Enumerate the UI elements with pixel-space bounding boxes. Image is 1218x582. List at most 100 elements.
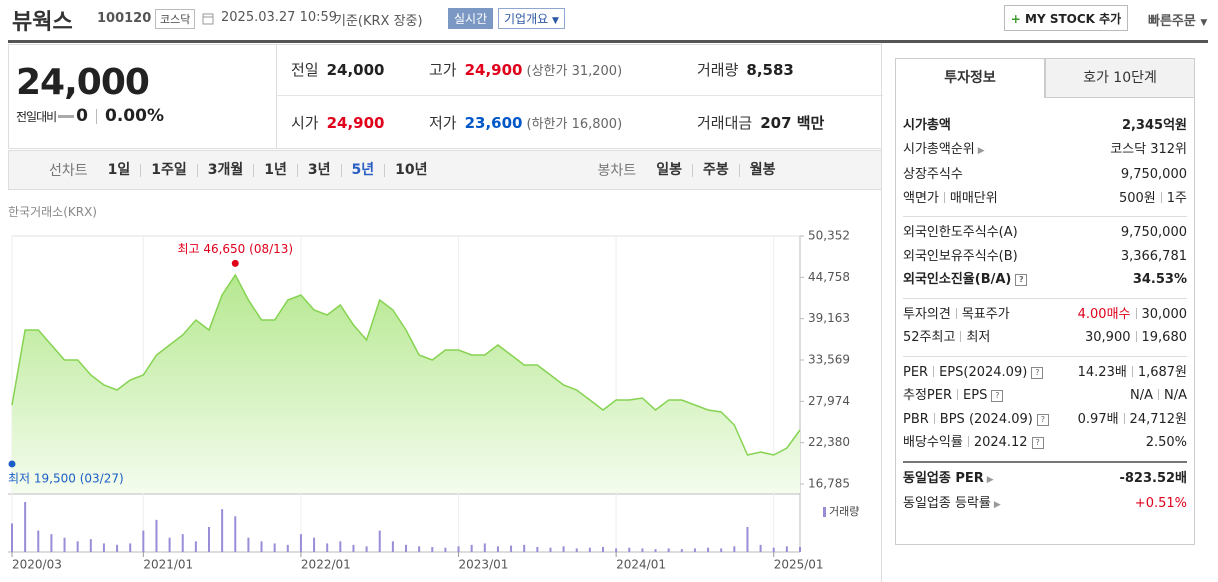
period-tab[interactable]: 1주일 (140, 163, 197, 177)
market-badge: 코스닥 (155, 9, 196, 29)
period-tab[interactable]: 3년 (296, 163, 341, 177)
quote-item: 거래량 8,583 (683, 44, 883, 96)
tab-group-label: 봉차트 (597, 163, 637, 179)
info-label: 투자의견 목표주가 (903, 303, 1010, 327)
value-part: 2.50% (1145, 435, 1187, 450)
quote-value: 24,000 (326, 60, 385, 79)
my-stock-label: MY STOCK 추가 (1025, 12, 1122, 26)
period-tab[interactable]: 5년 (340, 163, 385, 177)
tab-group-label: 선차트 (49, 163, 88, 179)
volume-bar (129, 543, 132, 552)
volume-bar (523, 544, 526, 552)
label-part: PBR (903, 411, 929, 427)
volume-bar (418, 546, 421, 552)
side-tab[interactable]: 투자정보 (895, 58, 1045, 98)
x-tick-label: 2022/01 (301, 558, 351, 572)
quote-label: 전일 (291, 61, 319, 79)
chart-tabs: 선차트 1일 1주일 3개월 1년 3년 5년 10년 봉차트 일봉 주봉 월봉 (8, 150, 882, 190)
help-icon[interactable]: ? (1015, 274, 1028, 286)
period-tab[interactable]: 1년 (253, 163, 297, 177)
label-part: EPS(2024.09) (939, 364, 1028, 380)
label-part: 외국인한도주식수(A) (903, 225, 1018, 240)
side-panel: 시가총액 2,345억원 시가총액순위 ▶ 코스닥 312위 상장주식수 9,750,000… (895, 98, 1195, 545)
info-label: 외국인한도주식수(A) (903, 221, 1018, 245)
volume-bar (365, 546, 368, 552)
quote-grid: 전일 24,000 고가 24,900 (상한가 31,200) 거래량 8,583 시가 24… (276, 44, 883, 149)
quote-label: 저가 (429, 114, 457, 132)
quote-value: 24,900 (326, 113, 385, 132)
info-row: 52주최고 최저 30,900 19,680 (903, 326, 1187, 350)
period-tab[interactable]: 일봉 (656, 161, 682, 178)
separator (1160, 191, 1162, 203)
quote-item: 고가 24,900 (상한가 31,200) (415, 44, 683, 96)
period-tab[interactable]: 1일 (107, 161, 131, 178)
arrow-icon[interactable]: ▶ (977, 145, 985, 156)
volume-bar (116, 544, 119, 552)
side-tab[interactable]: 호가 10단계 (1045, 58, 1195, 98)
label-part: 목표주가 (961, 306, 1010, 322)
value-part: 14.23배 (1077, 364, 1127, 380)
info-row: 외국인보유주식수(B) 3,366,781 (903, 245, 1187, 269)
info-value: 코스닥 312위 (1110, 138, 1187, 164)
arrow-icon[interactable]: ▶ (986, 474, 994, 485)
period-tab[interactable]: 3개월 (196, 163, 254, 177)
value-part: 2,345억원 (1121, 118, 1187, 133)
period-tab[interactable]: 10년 (384, 163, 437, 177)
chart-source: 한국거래소(KRX) (8, 205, 97, 219)
my-stock-button[interactable]: + MY STOCK 추가 (1004, 5, 1128, 31)
y-tick-label: 50,352 (808, 229, 850, 243)
value-part: 30,900 (1085, 330, 1131, 345)
info-row: 외국인소진율(B/A)? 34.53% (903, 268, 1187, 292)
realtime-button[interactable]: 실시간 (448, 8, 494, 29)
info-section: 외국인한도주식수(A) 9,750,000 외국인보유주식수(B) 3,366,781… (903, 217, 1187, 299)
volume-bar (483, 543, 486, 552)
volume-bar (181, 534, 184, 552)
volume-bar (50, 534, 53, 552)
separator (967, 436, 969, 447)
info-row: PER EPS(2024.09)? 14.23배 1,687원 (903, 361, 1187, 385)
info-value: 34.53% (1133, 268, 1187, 292)
info-label: 동일업종 PER ▶ (903, 467, 994, 493)
volume-bar (615, 548, 618, 552)
volume-bar (707, 547, 710, 552)
info-value: 14.23배 1,687원 (1078, 361, 1187, 385)
quick-order[interactable]: 빠른주문 ▼ (1148, 14, 1208, 29)
period-tab[interactable]: 월봉 (738, 163, 786, 177)
volume-bar (575, 548, 578, 552)
volume-bar (260, 541, 263, 552)
help-icon[interactable]: ? (1031, 366, 1044, 379)
separator (957, 389, 959, 400)
help-icon[interactable]: ? (1031, 437, 1044, 449)
info-value: 4.00매수 30,000 (1078, 303, 1187, 327)
separator (943, 191, 945, 203)
info-value: 9,750,000 (1121, 221, 1187, 245)
period-tab[interactable]: 주봉 (691, 163, 739, 177)
volume-bar (444, 547, 447, 552)
info-label: 배당수익률 2024.12? (903, 431, 1044, 455)
label-part: 동일업종 PER (903, 470, 984, 486)
volume-bar (746, 527, 749, 552)
volume-bar (654, 549, 657, 552)
separator (933, 412, 935, 424)
help-icon[interactable]: ? (1036, 413, 1049, 426)
info-value: -823.52배 (1119, 467, 1187, 493)
change-rate: 0.00% (105, 106, 164, 126)
volume-bar (194, 541, 197, 552)
volume-bar (221, 509, 224, 552)
arrow-icon[interactable]: ▶ (993, 500, 1001, 510)
volume-bar (510, 545, 513, 552)
info-value: 2,345억원 (1122, 114, 1187, 138)
info-label: 시가총액순위 ▶ (903, 138, 985, 164)
company-info-button[interactable]: 기업개요 ▼ (498, 8, 565, 29)
help-icon[interactable]: ? (991, 390, 1004, 402)
label-part: 추정PER (903, 388, 953, 403)
separator (955, 307, 957, 319)
info-row: 배당수익률 2024.12? 2.50% (903, 431, 1187, 455)
separator (1131, 365, 1133, 377)
value-part: 24,712원 (1129, 411, 1187, 427)
label-part: 매매단위 (949, 190, 998, 206)
info-row: 외국인한도주식수(A) 9,750,000 (903, 221, 1187, 245)
separator (1123, 412, 1125, 424)
y-tick-label: 33,569 (808, 352, 850, 366)
x-tick-label: 2020/03 (12, 558, 62, 572)
